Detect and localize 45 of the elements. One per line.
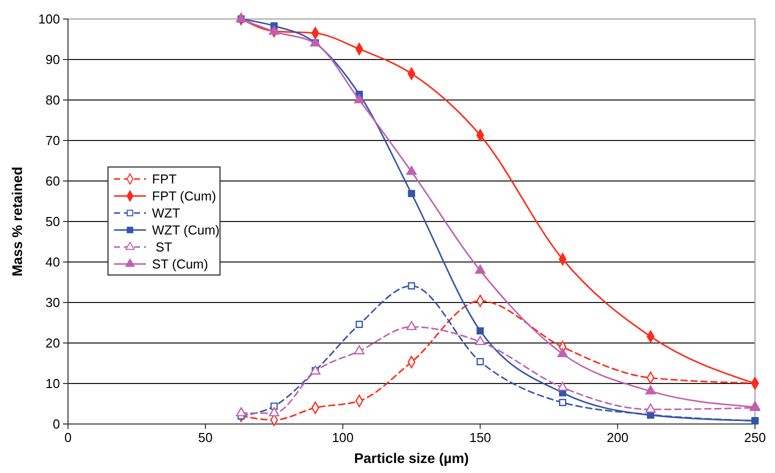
y-tick-label: 50 xyxy=(46,214,60,229)
point xyxy=(557,348,568,358)
x-axis-title: Particle size (µm) xyxy=(354,450,469,466)
point xyxy=(356,320,363,328)
y-tick-label: 40 xyxy=(46,254,60,270)
legend-label: WZT xyxy=(152,206,180,220)
y-tick-label: 20 xyxy=(46,336,60,350)
point xyxy=(408,282,416,290)
x-tick-label: 50 xyxy=(198,430,213,445)
legend-label: ST xyxy=(152,240,172,254)
point xyxy=(268,26,280,35)
point xyxy=(408,190,416,198)
point xyxy=(476,358,484,366)
point xyxy=(406,166,417,175)
x-tick-label: 100 xyxy=(332,430,354,445)
point xyxy=(557,382,568,391)
point xyxy=(270,402,278,410)
x-tick-label: 200 xyxy=(606,430,628,445)
y-tick-label: 60 xyxy=(46,174,60,188)
point xyxy=(645,404,656,413)
point xyxy=(476,327,484,334)
legend-label: FPT xyxy=(152,172,177,186)
point xyxy=(268,407,280,416)
point xyxy=(559,398,566,406)
legend-label: FPT (Cum) xyxy=(152,188,216,204)
point xyxy=(475,264,486,274)
x-tick-label: 150 xyxy=(469,430,492,445)
y-tick-label: 0 xyxy=(52,416,60,432)
x-tick-label: 0 xyxy=(64,430,72,445)
y-axis-title: Mass % retained xyxy=(9,166,25,276)
point xyxy=(354,94,364,104)
point xyxy=(475,336,486,346)
point xyxy=(406,320,417,330)
y-tick-label: 70 xyxy=(46,133,60,148)
point xyxy=(354,345,364,354)
y-tick-label: 100 xyxy=(38,12,60,26)
point xyxy=(645,385,656,394)
x-tick-label: 250 xyxy=(744,430,766,445)
y-tick-label: 90 xyxy=(46,52,60,67)
y-tick-label: 10 xyxy=(46,376,60,391)
y-tick-label: 30 xyxy=(46,295,60,310)
legend-label: ST (Cum) xyxy=(152,256,208,272)
point xyxy=(236,407,246,416)
y-tick-label: 80 xyxy=(46,92,60,108)
legend-label: WZT (Cum) xyxy=(152,222,220,238)
